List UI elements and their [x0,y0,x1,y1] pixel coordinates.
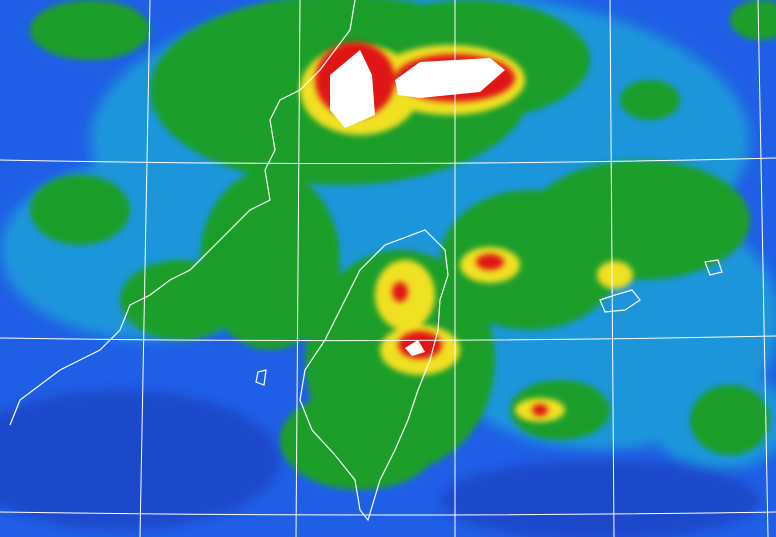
china-coast [9,0,356,426]
taiwan-outline [299,229,449,522]
deep-blue-layer [0,390,760,537]
cloud-white-core [330,50,505,356]
island-ryukyu [599,289,641,313]
penghu-islands [255,369,267,386]
island-east [704,259,723,276]
coastline [9,0,723,522]
